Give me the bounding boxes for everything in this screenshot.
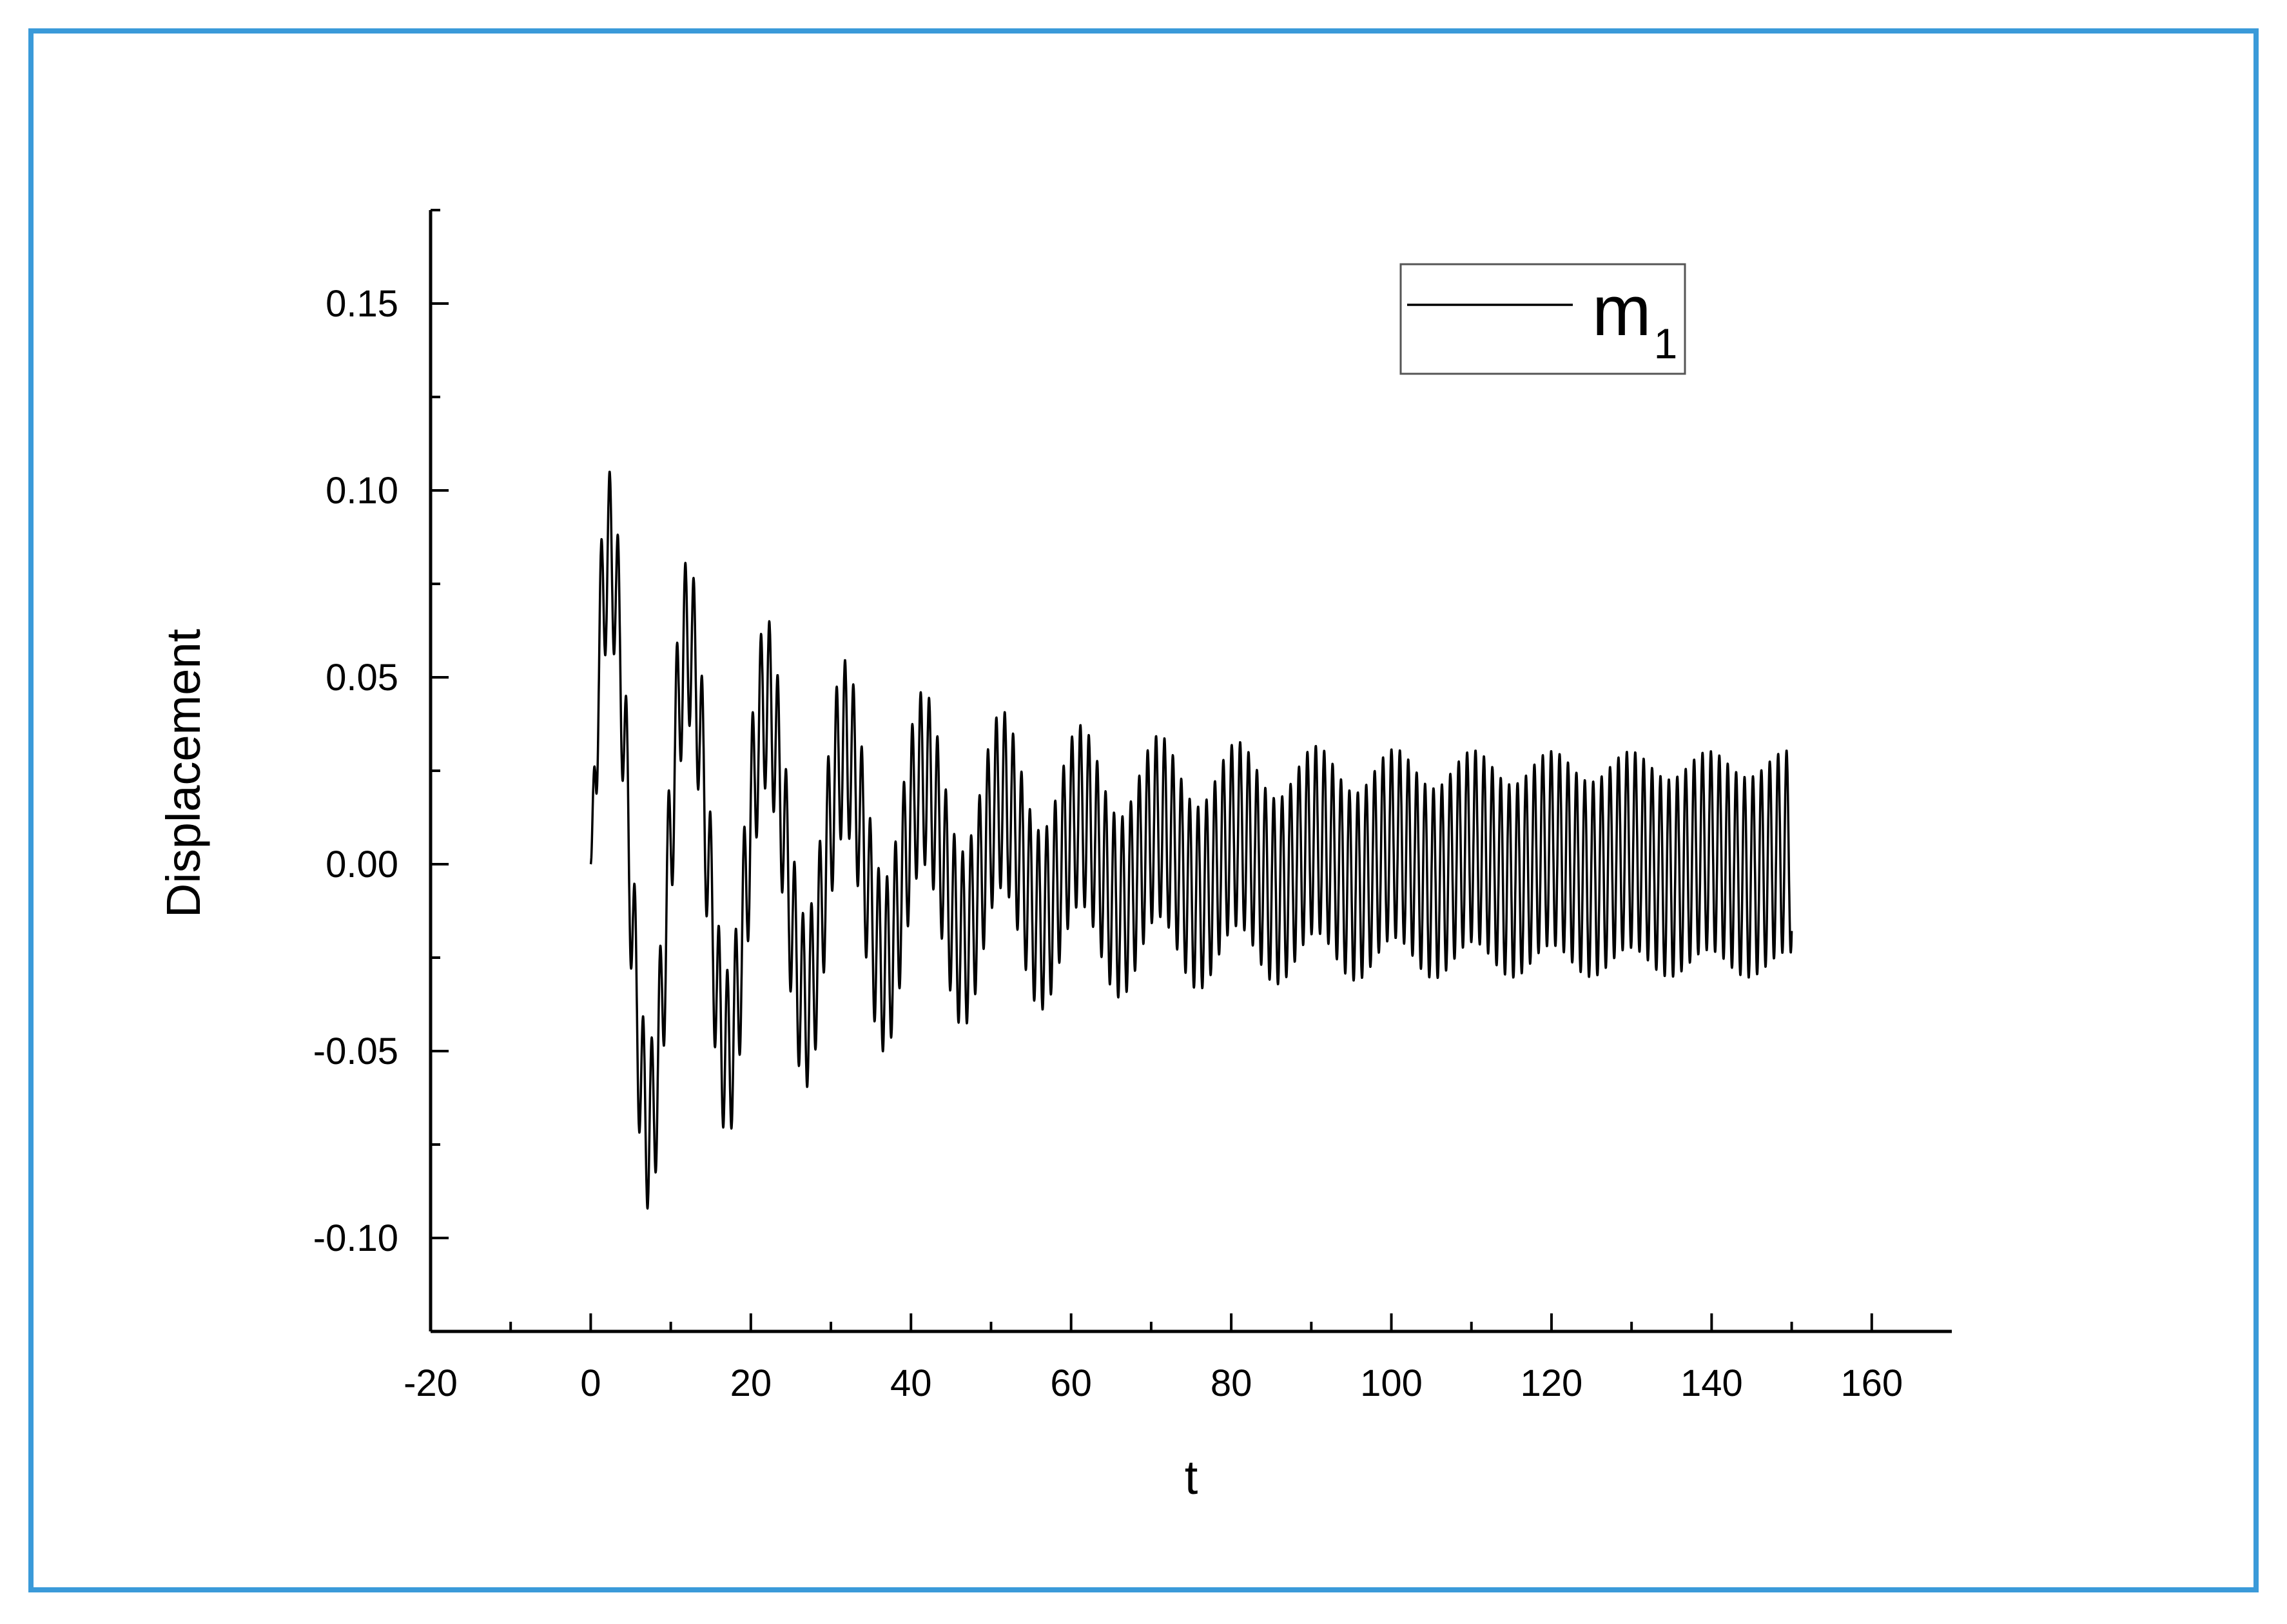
y-tick-label: 0.15: [326, 283, 398, 325]
x-axis-title: t: [1185, 1451, 1198, 1504]
y-tick-label: 0.00: [326, 844, 398, 885]
x-tick-label: 120: [1521, 1362, 1583, 1404]
y-tick-label: -0.10: [313, 1217, 398, 1259]
y-tick-label: 0.05: [326, 657, 398, 699]
x-tick-label: 0: [580, 1362, 601, 1404]
x-tick-label: 140: [1680, 1362, 1743, 1404]
x-tick-label: 100: [1360, 1362, 1423, 1404]
y-tick-label: 0.10: [326, 470, 398, 512]
x-tick-label: -20: [404, 1362, 458, 1404]
x-tick-label: 80: [1211, 1362, 1252, 1404]
x-tick-label: 40: [890, 1362, 932, 1404]
y-tick-label: -0.05: [313, 1030, 398, 1072]
x-tick-label: 60: [1050, 1362, 1092, 1404]
y-ticks: -0.10 -0.05 0.00 0.05 0.10 0.15: [313, 209, 449, 1333]
legend-label-m1: m1: [1592, 271, 1677, 367]
legend-box: [1399, 263, 1686, 375]
x-ticks: -20 0 20 40 60 80 100 120 140 160: [404, 1313, 1903, 1404]
x-tick-label: 20: [730, 1362, 772, 1404]
series-line-m1: [589, 470, 1793, 1210]
legend-label-main: m: [1592, 271, 1651, 351]
x-tick-label: 160: [1840, 1362, 1903, 1404]
legend-label-subscript: 1: [1654, 320, 1678, 367]
y-axis-title: Displacement: [157, 628, 210, 918]
axes: -20 0 20 40 60 80 100 120 140 160 -0.10 -0.05 0.00 0…: [313, 209, 1952, 1404]
legend: m1: [1399, 263, 1686, 375]
